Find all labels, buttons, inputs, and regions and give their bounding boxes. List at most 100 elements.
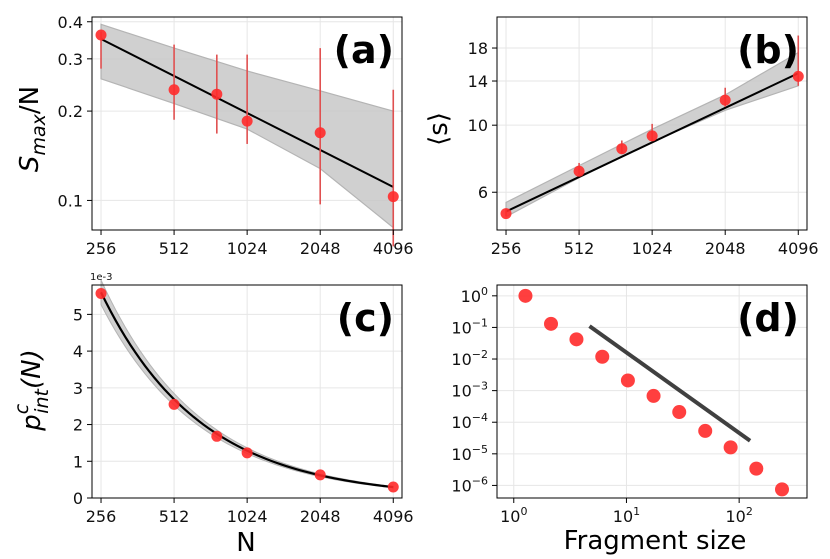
- panel-a-ytick-label: 0.4: [58, 13, 83, 32]
- panel-b-label: (b): [737, 28, 799, 72]
- panel-a-x-ticks: 256 512 1024 2048 4096: [86, 230, 414, 258]
- panel-a-data-point: [95, 29, 107, 41]
- panel-d-data-point: [518, 288, 533, 303]
- panel-b-xtick-label: 1024: [632, 239, 673, 258]
- panel-b-xtick-label: 512: [564, 239, 595, 258]
- panel-d-xtick-label: 102: [725, 505, 752, 526]
- panel-c-ytick-label: 4: [73, 342, 83, 361]
- panel-a-ylabel-main: S: [15, 156, 45, 173]
- panel-a-xtick-label: 256: [86, 239, 117, 258]
- panel-b-y-ticks: 6 10 14 18: [468, 39, 497, 202]
- panel-d-ytick-label: 100: [461, 285, 488, 306]
- panel-b-data-point: [573, 165, 585, 177]
- panel-c: 256 512 1024 2048 4096 0 1 2 3 4 5 (c) 1e-3: [73, 272, 414, 526]
- panel-c-xtick-label: 512: [159, 507, 190, 526]
- panel-d-xtick-label: 100: [500, 505, 527, 526]
- panel-a-data-point: [314, 127, 326, 139]
- panel-c-ylabel-main: p: [17, 414, 47, 432]
- panel-d-data-point: [595, 349, 610, 364]
- panel-b-data-point: [792, 70, 804, 82]
- panel-a-data-point: [168, 84, 180, 96]
- panel-c-ylabel-sub: int: [31, 387, 53, 413]
- panel-c-xtick-label: 4096: [373, 507, 414, 526]
- panel-d-data-point: [749, 461, 764, 476]
- panel-a-ylabel-sub: max: [28, 113, 50, 155]
- panel-d-data-point: [646, 388, 661, 403]
- panel-a-xtick-label: 2048: [300, 239, 341, 258]
- panel-c-points: [95, 287, 399, 493]
- panel-a-ytick-label: 0.1: [58, 191, 83, 210]
- panel-d-data-point: [698, 423, 713, 438]
- panel-d-frame: [496, 284, 808, 499]
- panel-b-data-point: [500, 208, 512, 220]
- panel-b: 256 512 1024 2048 4096 6 10 14 18 (b): [468, 16, 819, 258]
- panel-d-ytick-label: 10−1: [451, 316, 488, 337]
- panel-b-xtick-label: 2048: [705, 239, 746, 258]
- panel-c-ylabel: pcint(N): [11, 349, 53, 432]
- panel-b-fit: [505, 72, 799, 213]
- panel-c-ytick-label: 0: [73, 489, 83, 508]
- panel-d-ytick-label: 10−3: [451, 380, 488, 401]
- panel-b-ylabel: ⟨s⟩: [424, 112, 454, 146]
- panel-b-ytick-label: 14: [468, 72, 488, 91]
- panel-c-ytick-label: 3: [73, 379, 83, 398]
- panel-c-y-ticks: 0 1 2 3 4 5: [73, 305, 92, 508]
- panel-c-data-point: [241, 447, 253, 459]
- panel-d-grid: [497, 285, 807, 498]
- panel-d-data-point: [723, 440, 738, 455]
- panel-b-ytick-label: 18: [468, 39, 488, 58]
- panel-a-data-point: [387, 191, 399, 203]
- panel-a-xtick-label: 1024: [227, 239, 268, 258]
- panel-c-ytick-label: 1: [73, 452, 83, 471]
- panel-d-ytick-label: 10−2: [451, 348, 488, 369]
- panel-c-data-point: [314, 469, 326, 481]
- panel-a-label: (a): [334, 28, 394, 72]
- panel-c-frame: [91, 284, 403, 499]
- panel-b-ytick-label: 10: [468, 116, 488, 135]
- panel-c-xlabel: N: [236, 528, 255, 558]
- panel-d-ytick-label: 10−4: [451, 411, 488, 432]
- panel-b-frame: [496, 16, 808, 231]
- panel-b-points: [500, 70, 804, 220]
- panel-a-ytick-label: 0.3: [58, 50, 83, 69]
- panel-d-power-line: [588, 324, 752, 443]
- panel-d: 100 101 102 10−6 10−5 10−4 10−3 10−2 10−1 100 (d…: [451, 284, 808, 526]
- panel-b-data-point: [719, 94, 731, 106]
- panel-c-data-point: [387, 481, 399, 493]
- panel-a-ylabel: Smax/N: [15, 86, 50, 172]
- panel-c-ytick-label: 5: [73, 305, 83, 324]
- panel-d-x-ticks: 100 101 102: [500, 498, 753, 526]
- panel-c-x-ticks: 256 512 1024 2048 4096: [86, 498, 414, 526]
- panel-a-xtick-label: 512: [159, 239, 190, 258]
- panel-d-data-point: [672, 405, 687, 420]
- panel-d-data-point: [543, 316, 558, 331]
- panel-b-xtick-label: 256: [491, 239, 522, 258]
- panel-b-data-point: [646, 130, 658, 142]
- panel-a-points: [95, 29, 399, 203]
- panel-b-x-ticks: 256 512 1024 2048 4096: [491, 230, 819, 258]
- panel-d-ytick-label: 10−5: [451, 443, 488, 464]
- panel-d-points: [518, 288, 789, 497]
- panel-c-ylabel-sup: c: [11, 403, 33, 414]
- panel-c-data-point: [95, 287, 107, 299]
- panel-c-xtick-label: 1024: [227, 507, 268, 526]
- panel-c-xtick-label: 2048: [300, 507, 341, 526]
- panel-d-power-law-line: [588, 324, 752, 443]
- panel-a: 256 512 1024 2048 4096 0.1 0.2 0.3 0.4 (a): [58, 13, 414, 258]
- panel-a-ytick-label: 0.2: [58, 102, 83, 121]
- panel-c-label: (c): [337, 296, 394, 340]
- panel-d-data-point: [569, 332, 584, 347]
- panel-d-ytick-label: 10−6: [451, 474, 488, 495]
- panel-a-ylabel-rest: /N: [15, 86, 45, 114]
- panel-b-ytick-label: 6: [478, 183, 488, 202]
- panel-c-offset-note: 1e-3: [90, 272, 113, 283]
- panel-c-data-point: [211, 430, 223, 442]
- panel-b-fit-line: [505, 72, 799, 213]
- panel-a-data-point: [211, 88, 223, 100]
- panel-d-xlabel: Fragment size: [564, 526, 747, 556]
- panel-d-label: (d): [737, 296, 799, 340]
- panel-d-data-point: [620, 373, 635, 388]
- panel-b-data-point: [616, 143, 628, 155]
- panel-d-data-point: [774, 482, 789, 497]
